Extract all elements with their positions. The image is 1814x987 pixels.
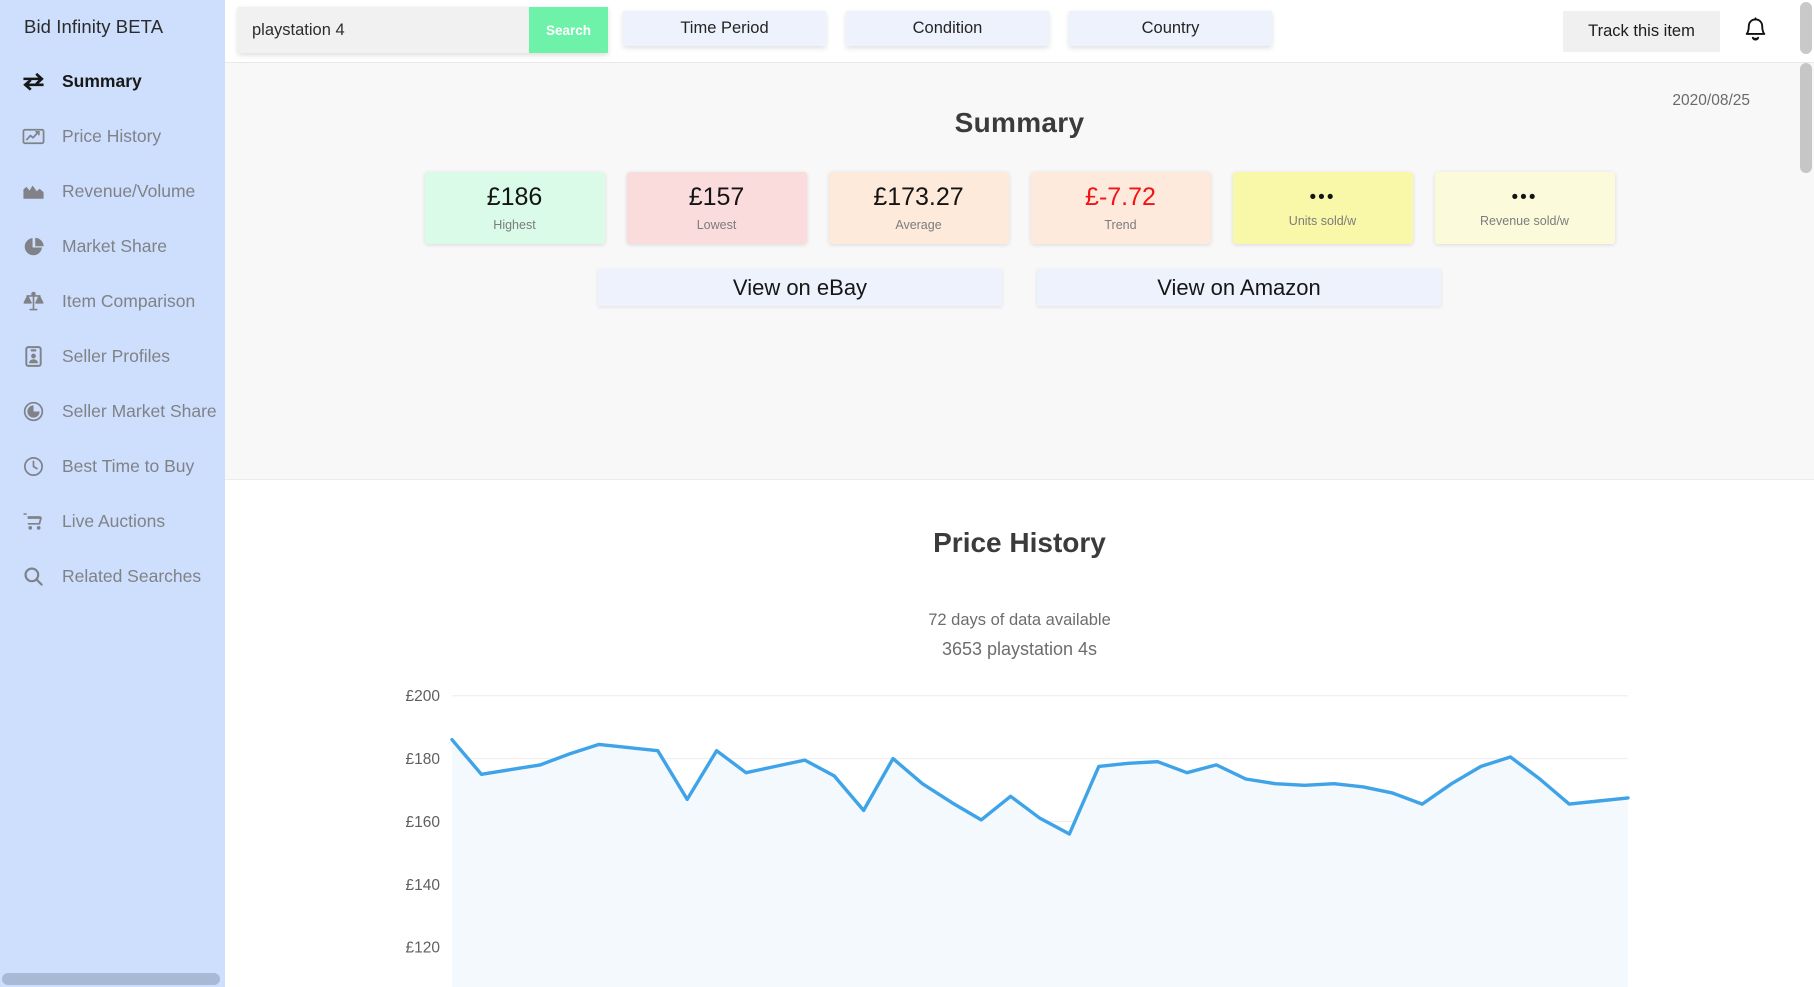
exchange-arrows-icon: [22, 70, 45, 93]
top-toolbar: Search Time Period Condition Country Tra…: [225, 0, 1814, 63]
area-chart-icon: [22, 180, 45, 203]
page-vscrollbar-thumb[interactable]: [1800, 63, 1812, 173]
filter-time-period[interactable]: Time Period: [623, 11, 826, 46]
summary-card-value: •••: [1511, 186, 1538, 208]
search-group: Search: [238, 7, 608, 53]
summary-card-value: £186: [486, 183, 543, 212]
summary-cards: £186 Highest £157 Lowest £173.27 Average £-7.7…: [225, 172, 1814, 244]
sidebar-hscrollbar[interactable]: [0, 971, 225, 987]
summary-card-label: Lowest: [696, 217, 737, 232]
sidebar-item-label: Seller Market Share: [62, 401, 217, 421]
line-chart-icon: [22, 125, 45, 148]
search-button[interactable]: Search: [529, 7, 608, 53]
sidebar-item-market-share[interactable]: Market Share: [0, 219, 225, 274]
sidebar-item-item-comparison[interactable]: Item Comparison: [0, 274, 225, 329]
circle-pie-icon: [22, 400, 45, 423]
summary-card-value: •••: [1309, 186, 1336, 208]
sidebar-item-label: Market Share: [62, 236, 168, 256]
price-history-section: Price History 72 days of data available …: [225, 480, 1814, 987]
sidebar-item-seller-market-share[interactable]: Seller Market Share: [0, 384, 225, 439]
topbar-scrollbar-thumb[interactable]: [1800, 2, 1812, 54]
sidebar-item-price-history[interactable]: Price History: [0, 109, 225, 164]
summary-card-value: £157: [688, 183, 745, 212]
summary-card-label: Revenue sold/w: [1480, 214, 1569, 229]
sidebar-item-label: Price History: [62, 126, 162, 146]
shopping-cart-icon: [22, 510, 45, 533]
summary-card-average: £173.27 Average: [828, 172, 1009, 244]
sidebar-item-label: Summary: [62, 71, 142, 91]
chart-area-fill: [452, 739, 1628, 987]
summary-section: 2020/08/25 Summary £186 Highest £157 Lowest…: [225, 63, 1814, 480]
sidebar: Bid Infinity BETA Summary Price History Re…: [0, 0, 225, 987]
sidebar-item-label: Best Time to Buy: [62, 456, 195, 476]
sidebar-item-live-auctions[interactable]: Live Auctions: [0, 494, 225, 549]
clock-icon: [22, 455, 45, 478]
filter-country[interactable]: Country: [1069, 11, 1272, 46]
external-links: View on eBay View on Amazon: [225, 269, 1814, 306]
summary-card-units-sold-w: ••• Units sold/w: [1232, 172, 1413, 244]
summary-card-label: Units sold/w: [1288, 214, 1357, 229]
summary-date: 2020/08/25: [1672, 92, 1750, 109]
summary-title: Summary: [954, 107, 1085, 138]
svg-text:£200: £200: [406, 688, 441, 705]
summary-card-lowest: £157 Lowest: [626, 172, 807, 244]
balance-scale-icon: [22, 290, 45, 313]
view-on-amazon-button[interactable]: View on Amazon: [1037, 269, 1441, 306]
pie-chart-icon: [22, 235, 45, 258]
sidebar-nav: Summary Price History Revenue/Volume Market…: [0, 54, 225, 604]
summary-card-highest: £186 Highest: [424, 172, 605, 244]
summary-card-label: Trend: [1104, 217, 1137, 232]
summary-card-value: £173.27: [873, 183, 964, 212]
svg-text:£180: £180: [406, 751, 441, 768]
sidebar-item-label: Seller Profiles: [62, 346, 170, 366]
track-this-item-button[interactable]: Track this item: [1563, 11, 1720, 52]
view-on-ebay-button[interactable]: View on eBay: [598, 269, 1002, 306]
summary-card-label: Average: [895, 217, 942, 232]
sidebar-item-label: Item Comparison: [62, 291, 196, 311]
days-available-label: 72 days of data available: [928, 611, 1111, 629]
sidebar-item-best-time-to-buy[interactable]: Best Time to Buy: [0, 439, 225, 494]
chart-line-series[interactable]: [450, 737, 1630, 836]
filter-condition[interactable]: Condition: [846, 11, 1049, 46]
price-history-title: Price History: [933, 527, 1106, 558]
svg-text:£160: £160: [406, 814, 441, 831]
sidebar-item-label: Live Auctions: [62, 511, 166, 531]
sidebar-item-label: Revenue/Volume: [62, 181, 196, 201]
search-icon: [22, 565, 45, 588]
sidebar-item-summary[interactable]: Summary: [0, 54, 225, 109]
summary-card-trend: £-7.72 Trend: [1030, 172, 1211, 244]
search-input[interactable]: [238, 7, 529, 53]
id-badge-icon: [22, 345, 45, 368]
summary-card-revenue-sold-w: ••• Revenue sold/w: [1434, 172, 1615, 244]
sidebar-item-related-searches[interactable]: Related Searches: [0, 549, 225, 604]
sidebar-hscrollbar-thumb[interactable]: [2, 973, 220, 985]
sidebar-item-seller-profiles[interactable]: Seller Profiles: [0, 329, 225, 384]
notification-bell-icon[interactable]: [1738, 14, 1772, 48]
price-history-svg: £200 £180 £160 £140 £120: [406, 688, 1630, 987]
app-brand-title: Bid Infinity BETA: [24, 16, 164, 37]
page-vscrollbar[interactable]: [1797, 63, 1814, 987]
svg-text:£120: £120: [406, 940, 441, 957]
main-content: Search Time Period Condition Country Tra…: [225, 0, 1814, 987]
sidebar-item-revenue-volume[interactable]: Revenue/Volume: [0, 164, 225, 219]
svg-text:£140: £140: [406, 877, 441, 894]
summary-card-label: Highest: [493, 217, 536, 232]
summary-card-value: £-7.72: [1085, 183, 1156, 212]
item-count-label: 3653 playstation 4s: [941, 639, 1098, 659]
price-history-chart[interactable]: £200 £180 £160 £140 £120: [225, 670, 1814, 987]
sidebar-item-label: Related Searches: [62, 566, 202, 586]
